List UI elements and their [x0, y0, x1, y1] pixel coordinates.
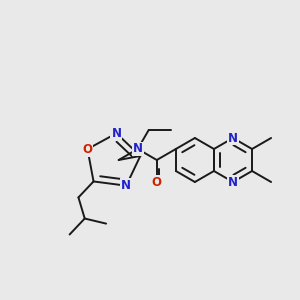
Text: N: N [121, 179, 131, 192]
Text: N: N [228, 176, 238, 188]
Text: N: N [133, 142, 143, 155]
Text: O: O [82, 142, 92, 156]
Text: N: N [111, 127, 122, 140]
Text: O: O [152, 176, 162, 188]
Text: N: N [228, 131, 238, 145]
